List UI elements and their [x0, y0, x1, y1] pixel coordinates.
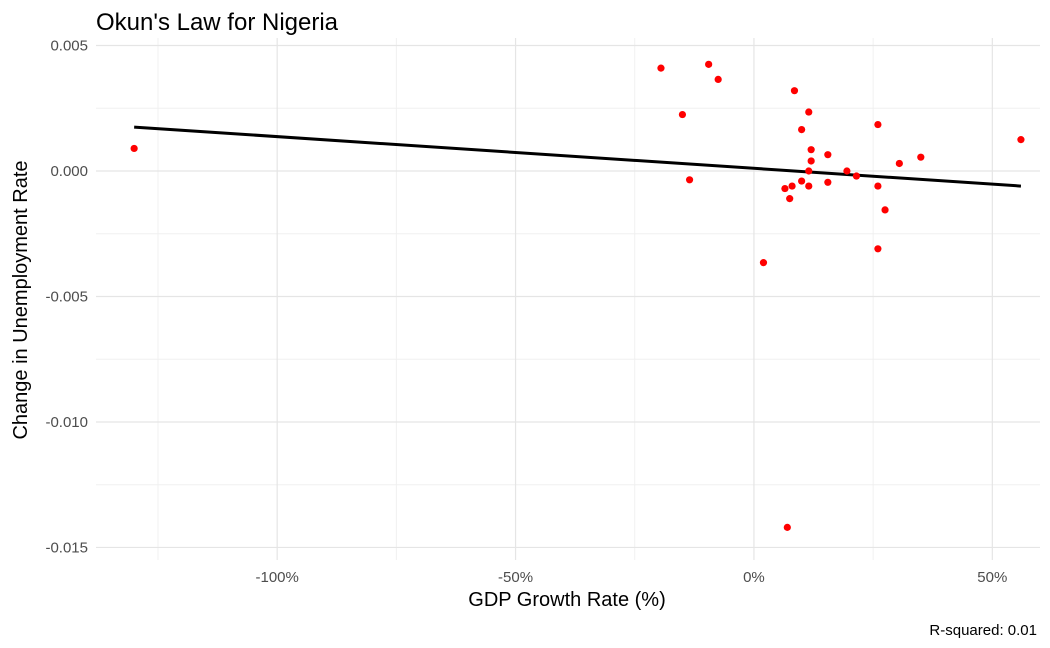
x-tick-label: 0% — [743, 569, 765, 586]
data-point — [895, 159, 903, 168]
x-tick-label: -100% — [255, 569, 298, 586]
data-point — [881, 206, 889, 214]
y-tick-label: 0.005 — [50, 38, 88, 55]
data-point — [824, 151, 832, 159]
data-point — [917, 153, 925, 161]
data-point — [824, 178, 832, 186]
data-point — [874, 182, 882, 190]
x-axis-label: GDP Growth Rate (%) — [468, 589, 665, 611]
data-point — [805, 108, 813, 116]
y-tick-label: 0.000 — [50, 163, 88, 180]
x-tick-label: -50% — [498, 569, 533, 586]
data-point — [759, 259, 768, 267]
r-squared-caption: R-squared: 0.01 — [929, 622, 1037, 639]
data-point — [657, 64, 665, 72]
data-point — [783, 523, 791, 531]
chart-title: Okun's Law for Nigeria — [96, 9, 339, 36]
x-tick-label: 50% — [977, 569, 1007, 586]
data-point — [874, 245, 882, 253]
x-tick-labels: -100% -50% 0% 50% — [255, 569, 1007, 586]
data-point — [798, 177, 806, 185]
data-points-layer — [130, 60, 1025, 531]
data-point — [1017, 136, 1025, 144]
data-point — [805, 182, 813, 190]
data-point — [798, 126, 806, 134]
data-point — [790, 87, 799, 95]
y-tick-labels: 0.005 0.000 -0.005 -0.010 -0.015 — [45, 38, 88, 557]
data-point — [705, 60, 713, 68]
data-point — [685, 176, 694, 184]
y-axis-label: Change in Unemployment Rate — [10, 160, 32, 439]
regression-line-layer — [134, 125, 1022, 188]
data-point — [788, 182, 796, 190]
data-point — [130, 144, 138, 153]
data-point — [874, 120, 882, 129]
data-point — [781, 184, 789, 193]
regression-line — [134, 125, 1022, 188]
data-point — [807, 146, 815, 154]
data-point — [678, 110, 687, 119]
y-tick-label: -0.015 — [45, 539, 88, 556]
y-tick-label: -0.010 — [45, 414, 88, 431]
data-point — [852, 172, 861, 180]
major-gridlines — [96, 38, 1040, 560]
data-point — [786, 195, 794, 203]
data-point — [843, 167, 851, 175]
data-point — [714, 75, 722, 84]
y-tick-label: -0.005 — [45, 288, 88, 305]
data-point — [807, 157, 815, 165]
data-point — [805, 167, 813, 175]
minor-gridlines — [96, 38, 1040, 560]
